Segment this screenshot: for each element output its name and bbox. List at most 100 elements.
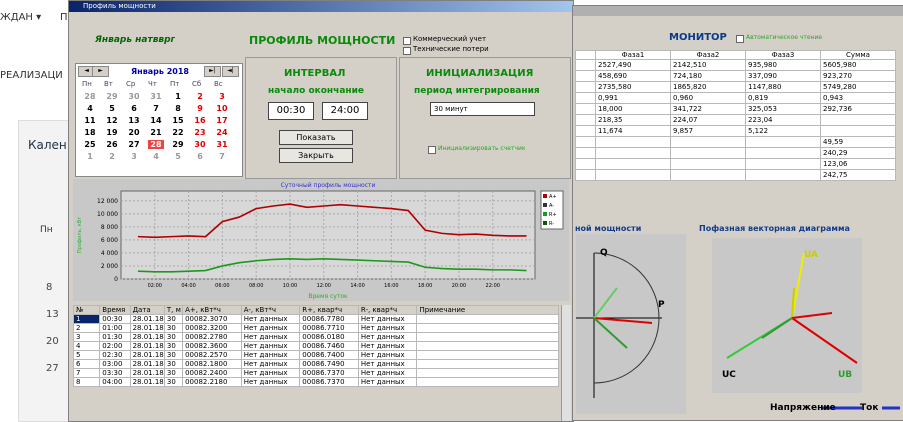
row[interactable]: 6 03:00 28.01.18 30 00082.1800 Нет данных 0008… xyxy=(73,359,559,369)
checkbox[interactable] xyxy=(736,35,744,43)
weekday: Вс xyxy=(214,80,223,88)
row: 240,29 xyxy=(575,147,896,159)
day[interactable]: 28 xyxy=(148,140,164,149)
day[interactable]: 6 xyxy=(197,152,203,161)
day[interactable]: 24 xyxy=(216,128,228,137)
day[interactable]: 2 xyxy=(197,92,203,101)
day[interactable]: 5 xyxy=(175,152,181,161)
row-label xyxy=(575,125,596,137)
day[interactable]: 3 xyxy=(219,92,225,101)
day[interactable]: 13 xyxy=(128,116,140,125)
day[interactable]: 18 xyxy=(84,128,96,137)
day[interactable]: 31 xyxy=(150,92,162,101)
nav-button[interactable]: ◄| xyxy=(222,66,239,77)
period-select[interactable]: 30 минут xyxy=(430,102,535,116)
x-tick-label: 14:00 xyxy=(350,283,364,289)
day[interactable]: 23 xyxy=(194,128,206,137)
vector-label: UC xyxy=(722,370,736,380)
cell: 30 xyxy=(163,368,184,378)
cell: 1865,820 xyxy=(670,81,746,93)
day[interactable]: 10 xyxy=(216,104,228,113)
day[interactable]: 2 xyxy=(109,152,115,161)
day[interactable]: 21 xyxy=(150,128,162,137)
cell xyxy=(745,158,821,170)
row[interactable]: 7 03:30 28.01.18 30 00082.2400 Нет данных 0008… xyxy=(73,368,559,378)
day[interactable]: 26 xyxy=(106,140,118,149)
cell: 1 xyxy=(73,314,101,324)
day[interactable]: 5 xyxy=(109,104,115,113)
row[interactable]: 3 01:30 28.01.18 30 00082.2780 Нет данных 0008… xyxy=(73,332,559,342)
day[interactable]: 12 xyxy=(106,116,118,125)
day[interactable]: 27 xyxy=(128,140,140,149)
data-table: № Время Дата Т, м A+, кВт*ч A-, кВт*ч R+, квар… xyxy=(73,305,559,387)
cell xyxy=(416,377,559,387)
checkbox[interactable] xyxy=(428,146,436,154)
day[interactable]: 20 xyxy=(128,128,140,137)
end-input[interactable]: 24:00 xyxy=(322,102,368,120)
vector xyxy=(593,317,628,349)
day[interactable]: 31 xyxy=(216,140,228,149)
day[interactable]: 4 xyxy=(153,152,159,161)
x-tick-label: 04:00 xyxy=(181,283,195,289)
day[interactable]: 29 xyxy=(172,140,184,149)
row[interactable]: 2 01:00 28.01.18 30 00082.3200 Нет данных 0008… xyxy=(73,323,559,333)
checkbox[interactable] xyxy=(403,47,411,55)
day[interactable]: 1 xyxy=(87,152,93,161)
cell: 28.01.18 xyxy=(129,341,165,351)
day[interactable]: 17 xyxy=(216,116,228,125)
weekday: Пн xyxy=(82,80,92,88)
day[interactable]: 11 xyxy=(84,116,96,125)
legend-label: R- xyxy=(549,221,554,227)
nav-button[interactable]: ► xyxy=(92,66,109,77)
header-cell xyxy=(575,50,596,60)
cell xyxy=(745,136,821,148)
cell xyxy=(416,350,559,360)
cell: 02:00 xyxy=(99,341,131,351)
day[interactable]: 8 xyxy=(175,104,181,113)
day[interactable]: 30 xyxy=(194,140,206,149)
checkbox[interactable] xyxy=(403,37,411,45)
cell: 28.01.18 xyxy=(129,368,165,378)
day[interactable]: 16 xyxy=(194,116,206,125)
cell: 18,000 xyxy=(595,103,671,115)
day[interactable]: 25 xyxy=(84,140,96,149)
day[interactable]: 15 xyxy=(172,116,184,125)
row[interactable]: 8 04:00 28.01.18 30 00082.2180 Нет данных 0008… xyxy=(73,377,559,387)
day[interactable]: 6 xyxy=(131,104,137,113)
day[interactable]: 30 xyxy=(128,92,140,101)
cell: 337,090 xyxy=(745,70,821,82)
button[interactable]: Показать xyxy=(279,130,353,145)
row[interactable]: 1 00:30 28.01.18 30 00082.3070 Нет данных 0008… xyxy=(73,314,559,324)
cell: 00082.2570 xyxy=(182,350,242,360)
cell: 28.01.18 xyxy=(129,350,165,360)
day[interactable]: 3 xyxy=(131,152,137,161)
day[interactable]: 28 xyxy=(84,92,96,101)
cell xyxy=(820,125,896,137)
row-label xyxy=(575,103,596,115)
row[interactable]: 4 02:00 28.01.18 30 00082.3600 Нет данных 0008… xyxy=(73,341,559,351)
day[interactable]: 19 xyxy=(106,128,118,137)
day[interactable]: 22 xyxy=(172,128,184,137)
cell: 218,35 xyxy=(595,114,671,126)
day[interactable]: 9 xyxy=(197,104,203,113)
start-input[interactable]: 00:30 xyxy=(268,102,314,120)
cell: 00082.3600 xyxy=(182,341,242,351)
day[interactable]: 14 xyxy=(150,116,162,125)
day[interactable]: 4 xyxy=(87,104,93,113)
day[interactable]: 29 xyxy=(106,92,118,101)
button[interactable]: Закрыть xyxy=(279,148,353,163)
cell: 00082.2400 xyxy=(182,368,242,378)
init-panel: ИНИЦИАЛИЗАЦИЯ период интегрирования 30 мин… xyxy=(399,57,571,179)
day[interactable]: 7 xyxy=(153,104,159,113)
cell: 5 xyxy=(73,350,101,360)
cell: 0,960 xyxy=(670,92,746,104)
day[interactable]: 1 xyxy=(175,92,181,101)
cell: Нет данных xyxy=(357,314,418,324)
cell: 935,980 xyxy=(745,59,821,71)
row[interactable]: 5 02:30 28.01.18 30 00082.2570 Нет данных 0008… xyxy=(73,350,559,360)
nav-button[interactable]: ►| xyxy=(204,66,221,77)
interval-panel: ИНТЕРВАЛ начало окончание 00:30 24:00 Показа… xyxy=(245,57,397,179)
x-tick-label: 20:00 xyxy=(452,283,466,289)
day[interactable]: 7 xyxy=(219,152,225,161)
cell: 341,722 xyxy=(670,103,746,115)
